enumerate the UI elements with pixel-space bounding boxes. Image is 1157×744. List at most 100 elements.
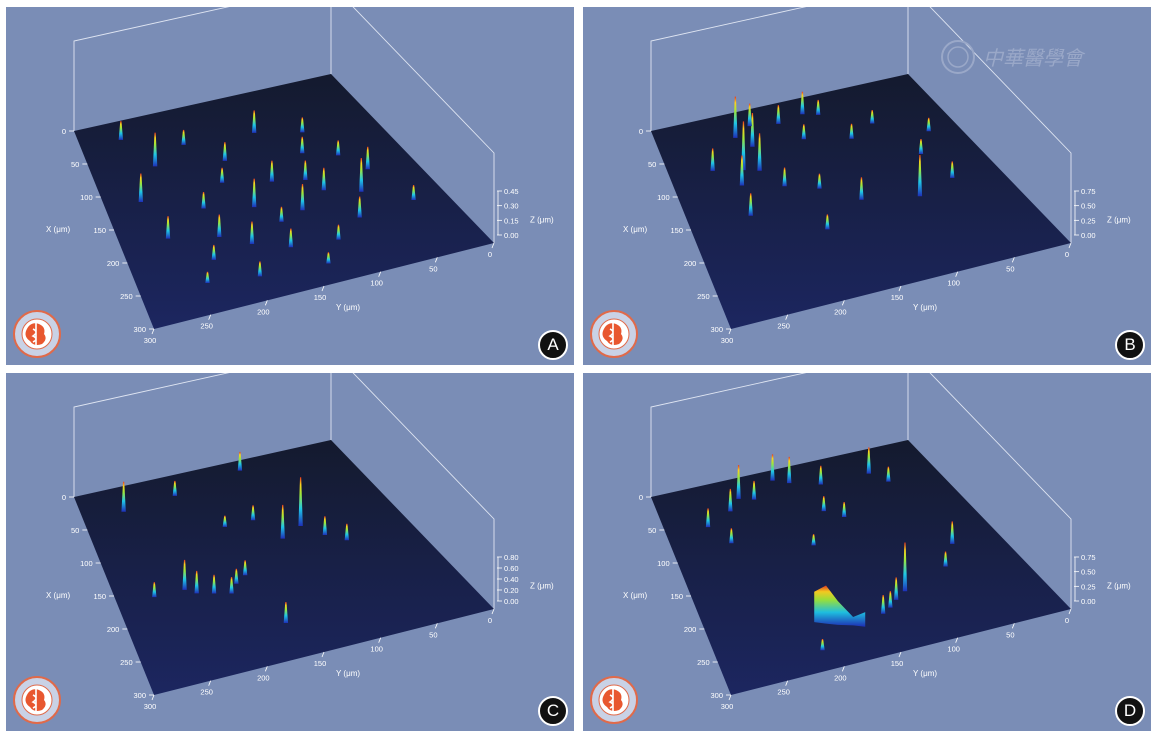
peak-15 (902, 542, 908, 592)
y-tick-label: 300 (721, 336, 734, 345)
y-tick-label: 50 (429, 264, 437, 273)
peak-12 (817, 173, 822, 189)
society-seal-icon (13, 310, 61, 358)
y-tick-label: 250 (200, 322, 213, 331)
peak-28 (279, 206, 284, 222)
y-tick-label: 250 (777, 688, 790, 697)
watermark-logo: 中華醫學會 (941, 40, 1086, 74)
surface-floor (651, 440, 1071, 695)
x-tick-label: 0 (62, 127, 66, 136)
peak-3 (757, 133, 762, 171)
z-tick-label: 0.00 (1081, 597, 1096, 606)
y-tick-label: 300 (721, 702, 734, 711)
x-tick-label: 300 (710, 325, 723, 334)
peak-12 (811, 534, 816, 546)
z-tick-label: 0.15 (504, 216, 519, 225)
peak-6 (776, 105, 781, 124)
ridge-0 (814, 585, 866, 627)
peak-11 (359, 158, 364, 192)
peak-14 (917, 154, 923, 197)
y-tick-label: 300 (144, 702, 157, 711)
y-tick-label: 0 (1065, 250, 1069, 259)
peak-23 (326, 252, 331, 264)
peak-7 (886, 466, 891, 482)
society-seal-icon (590, 676, 638, 724)
peak-0 (118, 121, 124, 140)
y-tick-label: 200 (257, 673, 270, 682)
z-tick-label: 0.60 (504, 564, 519, 573)
peak-5 (747, 103, 752, 127)
x-tick-label: 150 (670, 592, 683, 601)
peak-10 (821, 496, 826, 512)
z-tick-label: 0.30 (504, 202, 519, 211)
peak-20 (205, 271, 210, 283)
y-tick-label: 200 (257, 307, 270, 316)
x-tick-label: 250 (697, 658, 710, 667)
peak-3 (181, 129, 186, 145)
peak-2 (237, 451, 243, 471)
peak-21 (918, 138, 924, 154)
y-axis-label: Y (μm) (336, 303, 360, 312)
peak-19 (165, 216, 171, 239)
peak-26 (303, 160, 308, 180)
surface-plot-a: 0 50 100 150 200 250 300 X (μm) 300 250 200 150 100 5… (46, 7, 554, 345)
peak-18 (710, 148, 715, 171)
z-tick-label: 0.50 (1081, 568, 1096, 577)
peak-18 (357, 196, 362, 218)
y-tick-label: 250 (777, 322, 790, 331)
peak-19 (820, 639, 825, 651)
surface-plot-d: 0 50 100 150 200 250 300 X (μm) 300 250 200 150 100 5… (623, 373, 1131, 711)
x-tick-label: 150 (93, 226, 106, 235)
peak-3 (250, 505, 256, 521)
peak-1 (728, 488, 733, 512)
y-tick-label: 0 (488, 250, 492, 259)
peak-17 (748, 193, 753, 216)
peak-20 (926, 117, 931, 132)
wireframe-box (650, 373, 1072, 609)
x-tick-label: 150 (670, 226, 683, 235)
y-tick-label: 200 (834, 673, 847, 682)
peak-9 (729, 528, 734, 544)
peak-22 (257, 261, 263, 277)
surface-plot-b: 0 50 100 150 200 250 300 X (μm) 300 250 200 150 100 5… (623, 7, 1131, 345)
x-tick-label: 0 (62, 493, 66, 502)
z-tick-label: 0.25 (1081, 216, 1096, 225)
y-axis-label: Y (μm) (913, 303, 937, 312)
y-tick-label: 250 (200, 688, 213, 697)
z-axis-label: Z (μm) (530, 216, 554, 225)
peak-8 (182, 559, 187, 590)
peak-25 (201, 192, 206, 209)
wireframe-box (650, 7, 1072, 243)
peak-29 (300, 117, 305, 133)
y-tick-label: 0 (488, 616, 492, 625)
x-tick-label: 300 (710, 691, 723, 700)
x-tick-label: 100 (657, 193, 670, 202)
z-tick-label: 0.25 (1081, 582, 1096, 591)
surface-floor (74, 74, 494, 329)
peak-21 (411, 185, 416, 201)
peak-11 (841, 501, 847, 517)
z-tick-label: 0.00 (1081, 231, 1096, 240)
panel-label-a: A (538, 330, 568, 360)
peak-17 (336, 224, 341, 240)
peak-16 (825, 214, 830, 230)
z-tick-label: 0.45 (504, 187, 519, 196)
x-tick-label: 50 (648, 160, 656, 169)
x-tick-label: 300 (133, 691, 146, 700)
y-tick-label: 100 (370, 645, 383, 654)
x-axis-label: X (μm) (623, 225, 647, 234)
surface-floor (651, 74, 1071, 329)
peak-13 (859, 177, 864, 200)
y-axis-label: Y (μm) (913, 669, 937, 678)
peak-11 (229, 577, 234, 594)
peak-11 (870, 110, 875, 124)
peak-10 (849, 123, 854, 139)
y-tick-label: 150 (314, 293, 327, 302)
peak-9 (801, 124, 806, 140)
z-tick-label: 0.75 (1081, 553, 1096, 562)
peak-0 (733, 96, 738, 138)
z-tick-label: 0.00 (504, 597, 519, 606)
y-tick-label: 100 (370, 279, 383, 288)
panel-d: 0 50 100 150 200 250 300 X (μm) 300 250 200 150 100 5… (583, 373, 1151, 731)
x-tick-label: 100 (657, 559, 670, 568)
